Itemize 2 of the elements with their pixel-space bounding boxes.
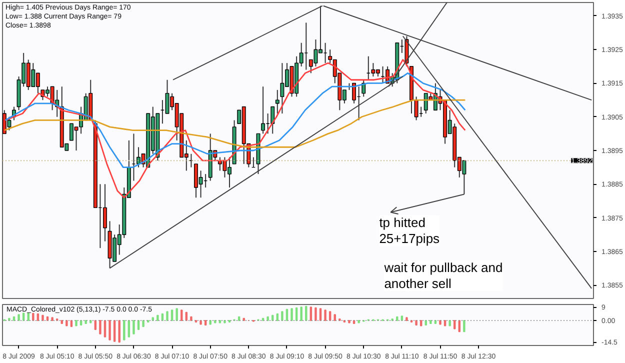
annotation: wait for pullback and another sell [383, 260, 503, 291]
annotation: tp hitted 25+17pips [379, 215, 440, 246]
